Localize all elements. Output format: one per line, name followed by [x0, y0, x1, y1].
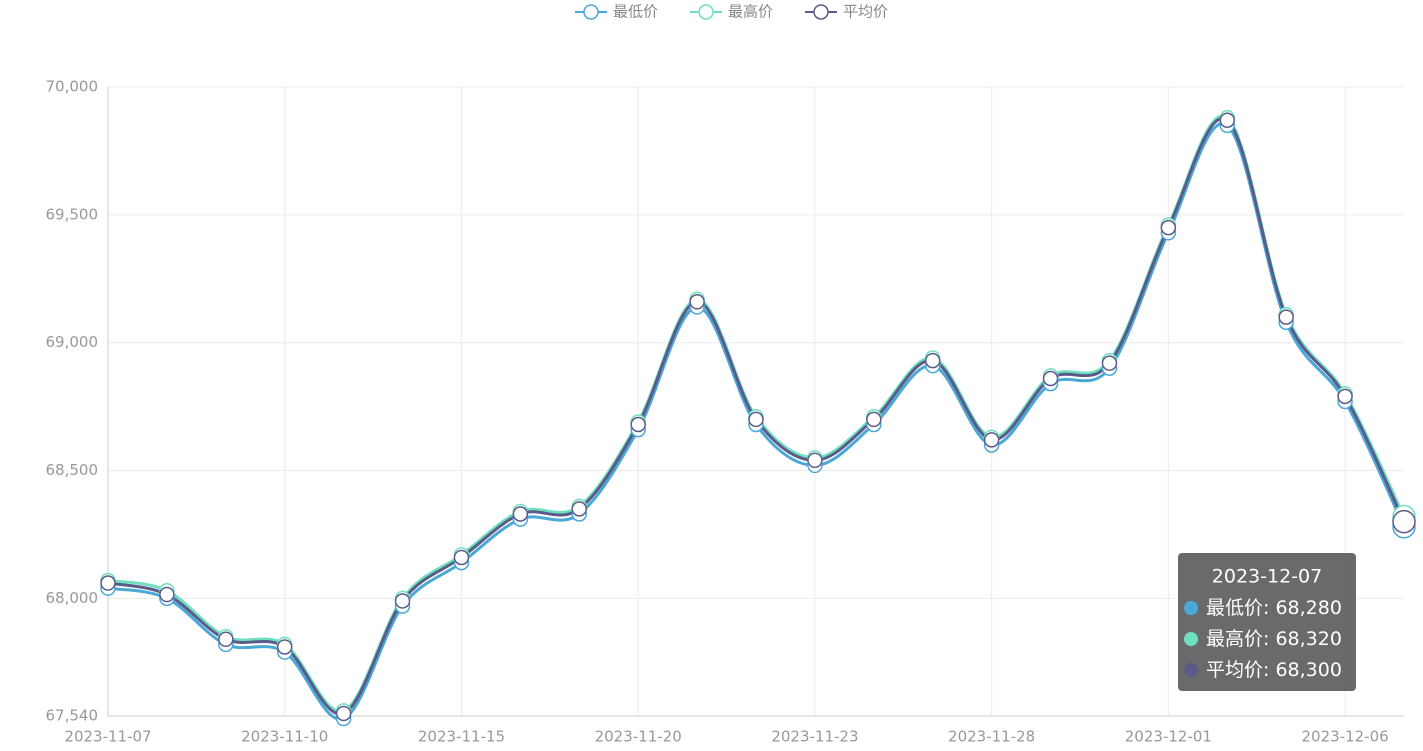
data-point [100, 575, 116, 591]
tooltip-box [1178, 553, 1356, 691]
data-point [218, 631, 234, 648]
data-point [159, 586, 175, 603]
x-tick-label: 2023-12-06 [1301, 728, 1388, 746]
tooltip-name: 最高价 [1206, 628, 1263, 650]
data-point [1101, 355, 1118, 371]
data-point [866, 411, 882, 428]
data-point [1219, 112, 1236, 128]
data-point [1042, 370, 1059, 387]
data-point [924, 352, 941, 369]
data-point [983, 432, 1000, 448]
legend-item: 平均价 [805, 3, 888, 21]
legend-item: 最低价 [575, 3, 658, 21]
data-point [1392, 509, 1416, 534]
x-tick-label: 2023-12-01 [1125, 728, 1212, 746]
x-tick-label: 2023-11-07 [64, 728, 151, 746]
tooltip-value: 68,280 [1275, 597, 1341, 619]
data-point [512, 506, 529, 522]
data-point [1160, 219, 1177, 236]
data-point [571, 501, 588, 517]
legend-marker [583, 4, 599, 20]
legend-item: 最高价 [690, 3, 773, 21]
x-tick-label: 2023-11-15 [418, 728, 505, 746]
tooltip-value: 68,320 [1275, 628, 1341, 650]
data-point [689, 294, 705, 310]
y-tick-label: 69,000 [46, 333, 99, 351]
tooltip-row: 最低价: 68,280 [1206, 597, 1342, 619]
y-tick-label: 70,000 [46, 78, 99, 96]
tooltip-value: 68,300 [1275, 659, 1341, 681]
tooltip-row: 最高价: 68,320 [1206, 628, 1342, 650]
tooltip-name: 平均价 [1206, 659, 1263, 681]
x-tick-label: 2023-11-20 [595, 728, 682, 746]
tooltip-sep: : [1263, 628, 1275, 650]
data-point [276, 639, 293, 655]
data-point [394, 593, 411, 609]
tooltip-name: 最低价 [1206, 597, 1263, 619]
data-point [453, 549, 470, 566]
tooltip-sep: : [1263, 597, 1275, 619]
tooltip-marker [1184, 663, 1198, 677]
data-point [807, 452, 823, 469]
data-point [748, 411, 764, 428]
y-tick-label: 67,540 [46, 707, 99, 725]
y-tick-label: 68,000 [46, 589, 99, 607]
data-point [1337, 388, 1353, 405]
y-tick-label: 69,500 [46, 205, 99, 223]
legend-label: 平均价 [843, 3, 888, 21]
x-tick-label: 2023-11-10 [241, 728, 328, 746]
tooltip: 2023-12-07 最低价: 68,280 最高价: 68,320 平均价: 68,… [1178, 553, 1356, 691]
tooltip-marker [1184, 632, 1198, 646]
x-tick-label: 2023-11-23 [771, 728, 858, 746]
tooltip-marker [1184, 601, 1198, 615]
data-point [630, 416, 646, 433]
legend-marker [813, 4, 829, 20]
x-tick-label: 2023-11-28 [948, 728, 1035, 746]
data-point [1278, 309, 1294, 325]
legend-marker [698, 4, 714, 20]
tooltip-sep: : [1263, 659, 1275, 681]
data-point [335, 705, 352, 722]
y-tick-label: 68,500 [46, 461, 99, 479]
tooltip-title: 2023-12-07 [1212, 566, 1322, 588]
tooltip-row: 平均价: 68,300 [1206, 659, 1342, 681]
legend-label: 最低价 [613, 3, 658, 21]
legend-label: 最高价 [728, 3, 773, 21]
